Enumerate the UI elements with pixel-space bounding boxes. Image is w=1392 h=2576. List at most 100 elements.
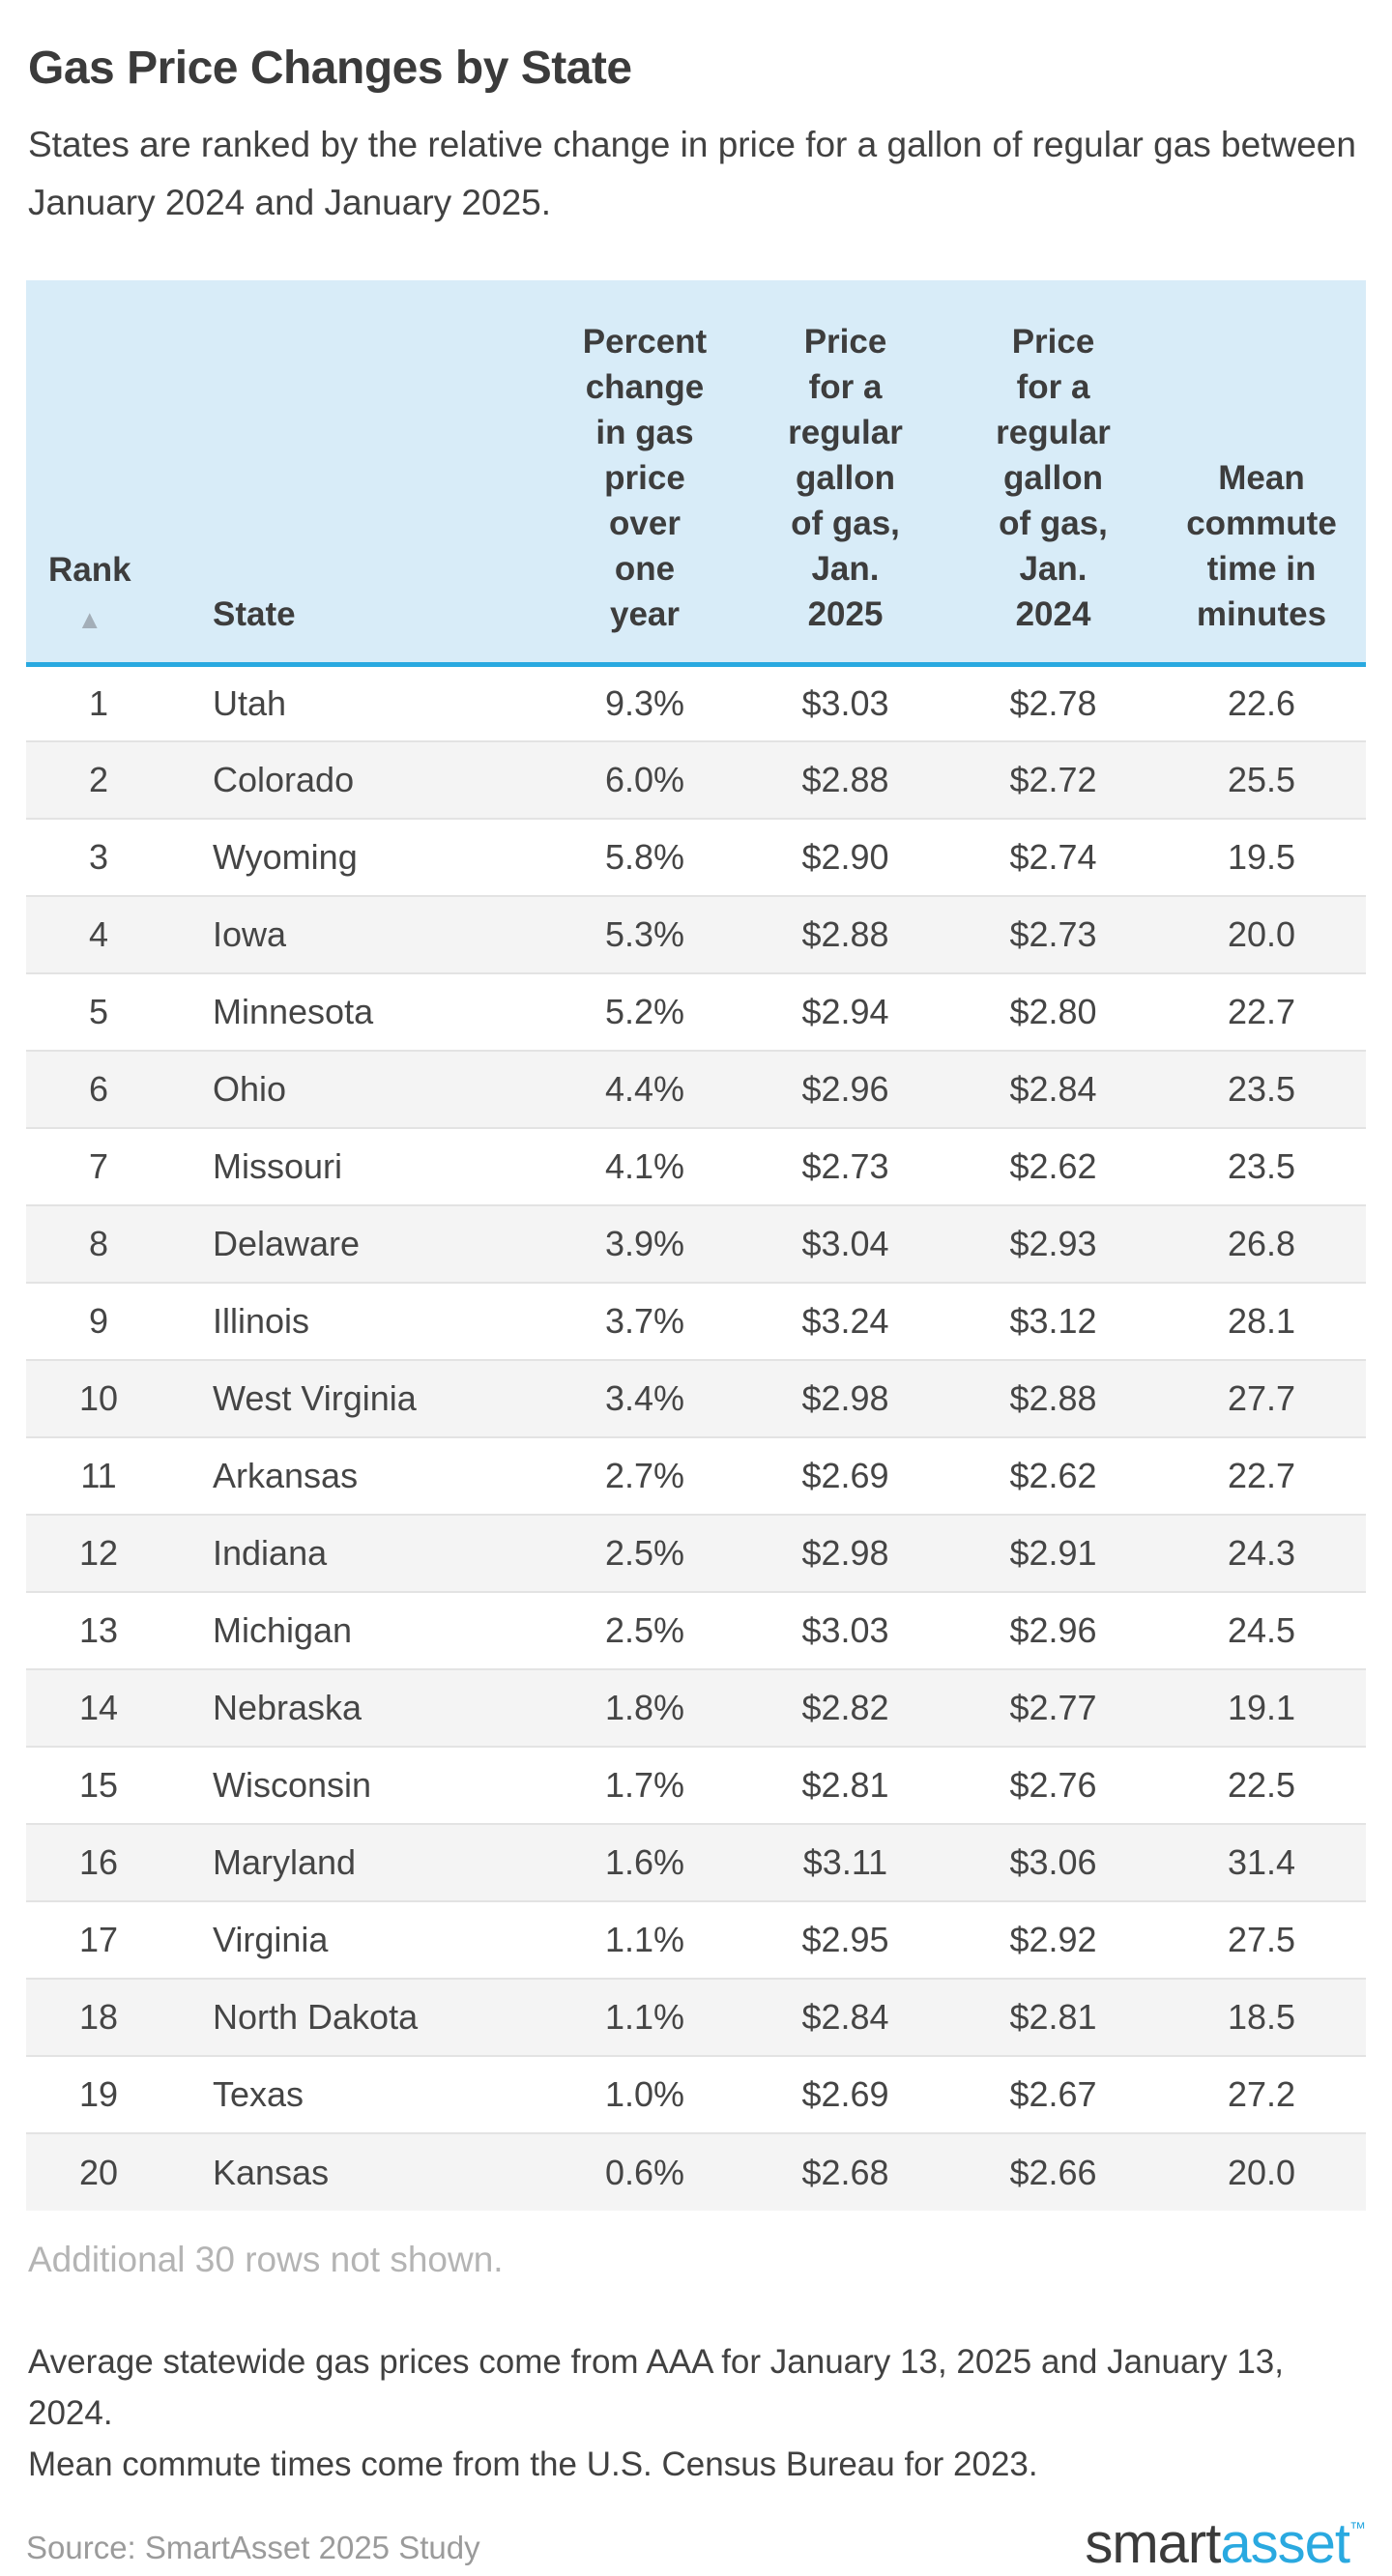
cell-p2025: $2.98: [741, 1359, 949, 1438]
cell-p2024: $2.73: [949, 895, 1157, 974]
cell-commute: 22.6: [1227, 682, 1296, 723]
cell-p2024: $2.91: [949, 1514, 1157, 1593]
cell-p2025: $2.98: [741, 1514, 949, 1593]
table-row: 5 Minnesota 5.2% $2.94 $2.80 22.7: [26, 972, 1366, 1052]
cell-commute: 25.5: [1157, 740, 1366, 820]
cell-pct: 1.8%: [548, 1668, 741, 1748]
cell-p2024: $2.80: [949, 972, 1157, 1052]
cell-p2024: $2.93: [949, 1204, 1157, 1284]
cell-p2024: $3.06: [949, 1823, 1157, 1902]
more-rows-note: Additional 30 rows not shown.: [28, 2240, 504, 2280]
cell-rank: 6: [26, 1050, 171, 1129]
cell-pct: 4.1%: [548, 1127, 741, 1206]
trademark-symbol: ™: [1349, 2519, 1366, 2538]
cell-rank: 19: [26, 2055, 171, 2134]
table-row: 7 Missouri 4.1% $2.73 $2.62 23.5: [26, 1127, 1366, 1206]
column-header-price-2025[interactable]: Price for a regular gallon of gas, Jan. …: [741, 279, 949, 667]
cell-commute: 18.5: [1157, 1978, 1366, 2057]
cell-state: Virginia: [171, 1900, 548, 1980]
gas-price-table: Rank ▲ State Percent change in gas price…: [26, 279, 1366, 2212]
table-row: 16 Maryland 1.6% $3.11 $3.06 31.4: [26, 1823, 1366, 1902]
cell-commute: 27.5: [1157, 1900, 1366, 1980]
cell-commute: 26.8: [1157, 1204, 1366, 1284]
cell-p2024: $3.12: [949, 1282, 1157, 1361]
cell-pct: 0.6%: [548, 2132, 741, 2212]
cell-rank: 5: [26, 972, 171, 1052]
cell-state: Indiana: [171, 1514, 548, 1593]
bottom-bar: Source: SmartAsset 2025 Study smartasset…: [26, 2511, 1366, 2576]
smartasset-logo-asset: asset: [1220, 2512, 1350, 2576]
cell-p2025: $2.88: [741, 895, 949, 974]
cell-p2024: $2.78: [1009, 682, 1097, 723]
table-row: 12 Indiana 2.5% $2.98 $2.91 24.3: [26, 1514, 1366, 1593]
column-header-state[interactable]: State: [171, 279, 548, 667]
table-row: 9 Illinois 3.7% $3.24 $3.12 28.1: [26, 1282, 1366, 1361]
column-header-commute-label: Mean commute time in minutes: [1186, 458, 1337, 633]
cell-pct: 2.5%: [548, 1591, 741, 1670]
cell-pct: 1.1%: [548, 1900, 741, 1980]
cell-p2024: $2.62: [949, 1127, 1157, 1206]
cell-rank: 16: [26, 1823, 171, 1902]
cell-p2024: $2.67: [949, 2055, 1157, 2134]
cell-pct: 1.0%: [548, 2055, 741, 2134]
column-header-price-2025-label: Price for a regular gallon of gas, Jan. …: [788, 322, 903, 633]
column-header-commute[interactable]: Mean commute time in minutes: [1157, 279, 1366, 667]
cell-p2024: $2.72: [949, 740, 1157, 820]
cell-rank: 10: [26, 1359, 171, 1438]
page-title: Gas Price Changes by State: [28, 43, 632, 94]
cell-state: Illinois: [171, 1282, 548, 1361]
cell-state: Minnesota: [171, 972, 548, 1052]
cell-commute: 22.7: [1157, 972, 1366, 1052]
cell-state: North Dakota: [171, 1978, 548, 2057]
cell-p2025: $3.11: [741, 1823, 949, 1902]
cell-commute: 31.4: [1157, 1823, 1366, 1902]
cell-state: Texas: [171, 2055, 548, 2134]
footnote-line-2: Mean commute times come from the U.S. Ce…: [28, 2446, 1038, 2484]
cell-p2024: $2.77: [949, 1668, 1157, 1748]
cell-rank: 1: [88, 682, 109, 723]
cell-state: Colorado: [171, 740, 548, 820]
table-row: 2 Colorado 6.0% $2.88 $2.72 25.5: [26, 740, 1366, 820]
cell-rank: 18: [26, 1978, 171, 2057]
cell-rank: 15: [26, 1746, 171, 1825]
smartasset-logo-smart: smart: [1085, 2512, 1221, 2576]
cell-state: Michigan: [171, 1591, 548, 1670]
cell-rank: 7: [26, 1127, 171, 1206]
cell-p2025: $3.04: [741, 1204, 949, 1284]
table-row: 13 Michigan 2.5% $3.03 $2.96 24.5: [26, 1591, 1366, 1670]
cell-p2024: $2.66: [949, 2132, 1157, 2212]
cell-state: Maryland: [171, 1823, 548, 1902]
column-header-rank[interactable]: Rank ▲: [26, 279, 171, 667]
cell-p2025: $2.94: [741, 972, 949, 1052]
cell-state: Wisconsin: [171, 1746, 548, 1825]
table-row: 19 Texas 1.0% $2.69 $2.67 27.2: [26, 2055, 1366, 2134]
cell-p2024: $2.81: [949, 1978, 1157, 2057]
column-header-price-2024[interactable]: Price for a regular gallon of gas, Jan. …: [949, 279, 1157, 667]
cell-rank: 3: [26, 818, 171, 897]
data-sources-footnote: Average statewide gas prices come from A…: [28, 2336, 1366, 2490]
column-header-percent-change-label: Percent change in gas price over one yea…: [582, 322, 708, 633]
cell-pct: 5.2%: [548, 972, 741, 1052]
cell-p2025: $2.73: [741, 1127, 949, 1206]
cell-state: Missouri: [171, 1127, 548, 1206]
cell-pct: 1.6%: [548, 1823, 741, 1902]
sort-ascending-icon: ▲: [76, 604, 103, 634]
table-row: 10 West Virginia 3.4% $2.98 $2.88 27.7: [26, 1359, 1366, 1438]
column-header-price-2024-label: Price for a regular gallon of gas, Jan. …: [996, 322, 1111, 633]
cell-commute: 22.5: [1157, 1746, 1366, 1825]
table-row: 3 Wyoming 5.8% $2.90 $2.74 19.5: [26, 818, 1366, 897]
cell-commute: 23.5: [1157, 1127, 1366, 1206]
cell-state: West Virginia: [171, 1359, 548, 1438]
cell-state: Kansas: [171, 2132, 548, 2212]
cell-p2024: $2.62: [949, 1436, 1157, 1516]
cell-rank: 8: [26, 1204, 171, 1284]
cell-state: Iowa: [171, 895, 548, 974]
column-header-percent-change[interactable]: Percent change in gas price over one yea…: [548, 279, 741, 667]
cell-p2025: $2.81: [741, 1746, 949, 1825]
cell-p2025: $3.24: [741, 1282, 949, 1361]
table-row: 6 Ohio 4.4% $2.96 $2.84 23.5: [26, 1050, 1366, 1129]
cell-pct: 2.5%: [548, 1514, 741, 1593]
cell-p2024: $2.74: [949, 818, 1157, 897]
cell-rank: 12: [26, 1514, 171, 1593]
cell-state: Nebraska: [171, 1668, 548, 1748]
